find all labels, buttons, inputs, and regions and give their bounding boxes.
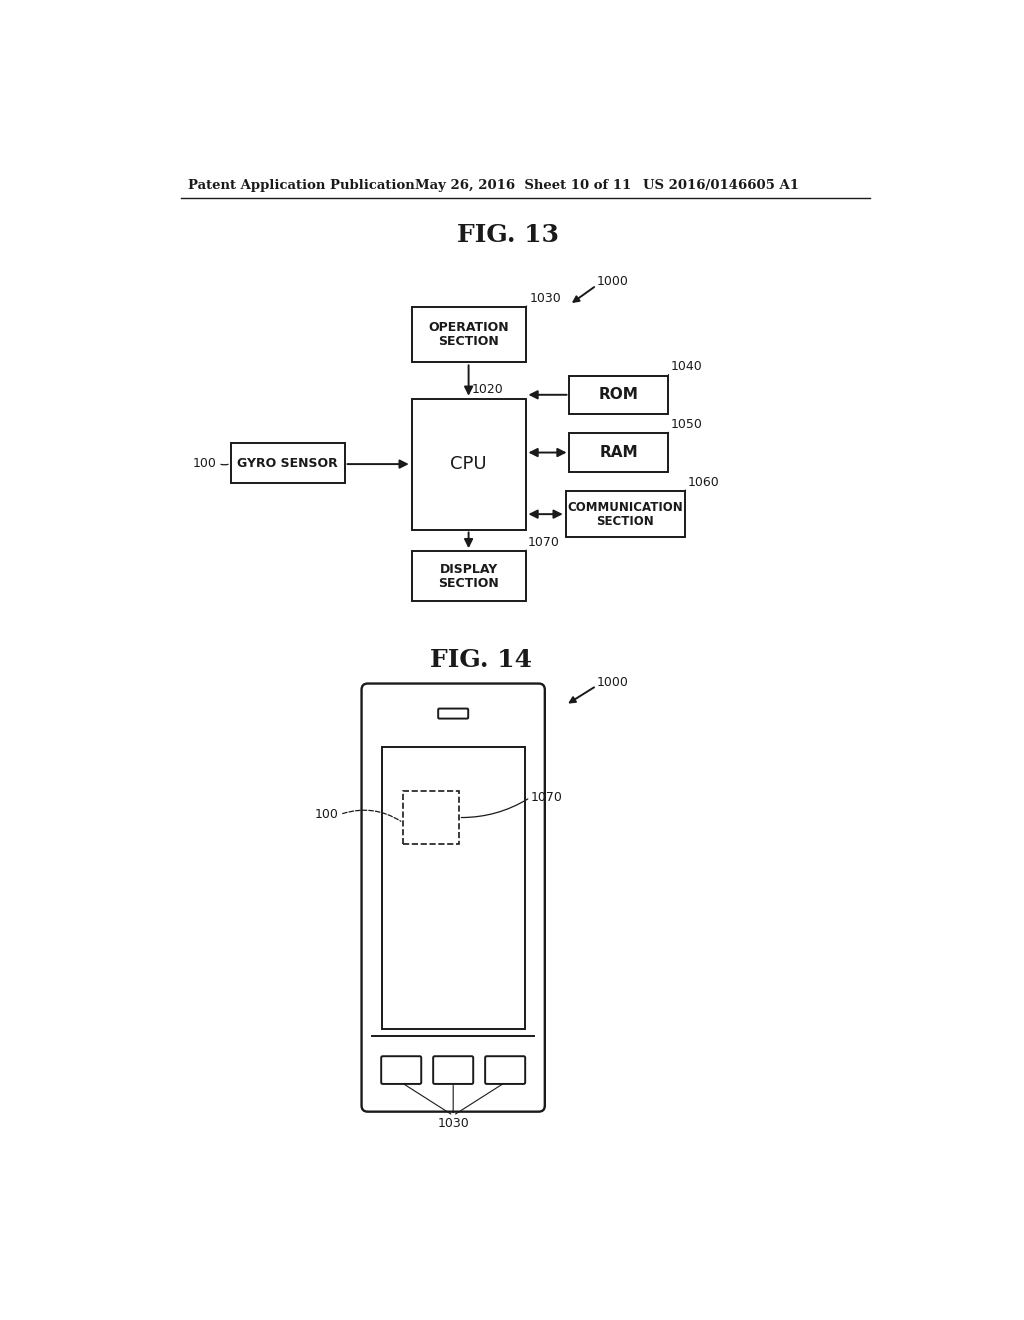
Text: GYRO SENSOR: GYRO SENSOR <box>238 457 338 470</box>
Text: 1000: 1000 <box>596 275 629 288</box>
Bar <box>382 747 525 1028</box>
FancyBboxPatch shape <box>433 1056 473 1084</box>
Text: Patent Application Publication: Patent Application Publication <box>188 178 415 191</box>
Text: COMMUNICATION: COMMUNICATION <box>567 500 683 513</box>
Bar <box>412 552 525 601</box>
Text: 1070: 1070 <box>528 536 560 549</box>
Text: 100: 100 <box>314 808 339 821</box>
FancyBboxPatch shape <box>485 1056 525 1084</box>
Text: RAM: RAM <box>599 445 638 461</box>
Text: US 2016/0146605 A1: US 2016/0146605 A1 <box>643 178 799 191</box>
Text: ROM: ROM <box>599 387 639 403</box>
FancyBboxPatch shape <box>381 1056 421 1084</box>
Bar <box>412 308 525 363</box>
Text: FIG. 14: FIG. 14 <box>430 648 531 672</box>
Text: SECTION: SECTION <box>596 515 654 528</box>
Text: 1060: 1060 <box>687 475 719 488</box>
FancyBboxPatch shape <box>438 709 468 718</box>
Text: DISPLAY: DISPLAY <box>439 562 498 576</box>
Text: SECTION: SECTION <box>438 577 499 590</box>
Text: 1030: 1030 <box>529 293 561 305</box>
Bar <box>412 399 525 529</box>
Text: CPU: CPU <box>451 455 486 473</box>
Text: 1020: 1020 <box>472 383 504 396</box>
Text: 1030: 1030 <box>437 1117 469 1130</box>
Bar <box>569 376 668 414</box>
Text: OPERATION: OPERATION <box>428 321 509 334</box>
Text: 1070: 1070 <box>531 791 563 804</box>
Text: 100: 100 <box>193 457 217 470</box>
FancyBboxPatch shape <box>361 684 545 1111</box>
Bar <box>565 491 685 537</box>
Text: 1050: 1050 <box>671 418 702 430</box>
Text: FIG. 13: FIG. 13 <box>457 223 559 247</box>
Text: 1000: 1000 <box>596 676 629 689</box>
Bar <box>403 792 459 843</box>
Bar <box>230 444 345 483</box>
Text: 1040: 1040 <box>671 360 702 374</box>
Text: SECTION: SECTION <box>438 335 499 348</box>
Text: May 26, 2016  Sheet 10 of 11: May 26, 2016 Sheet 10 of 11 <box>416 178 632 191</box>
Bar <box>569 433 668 471</box>
